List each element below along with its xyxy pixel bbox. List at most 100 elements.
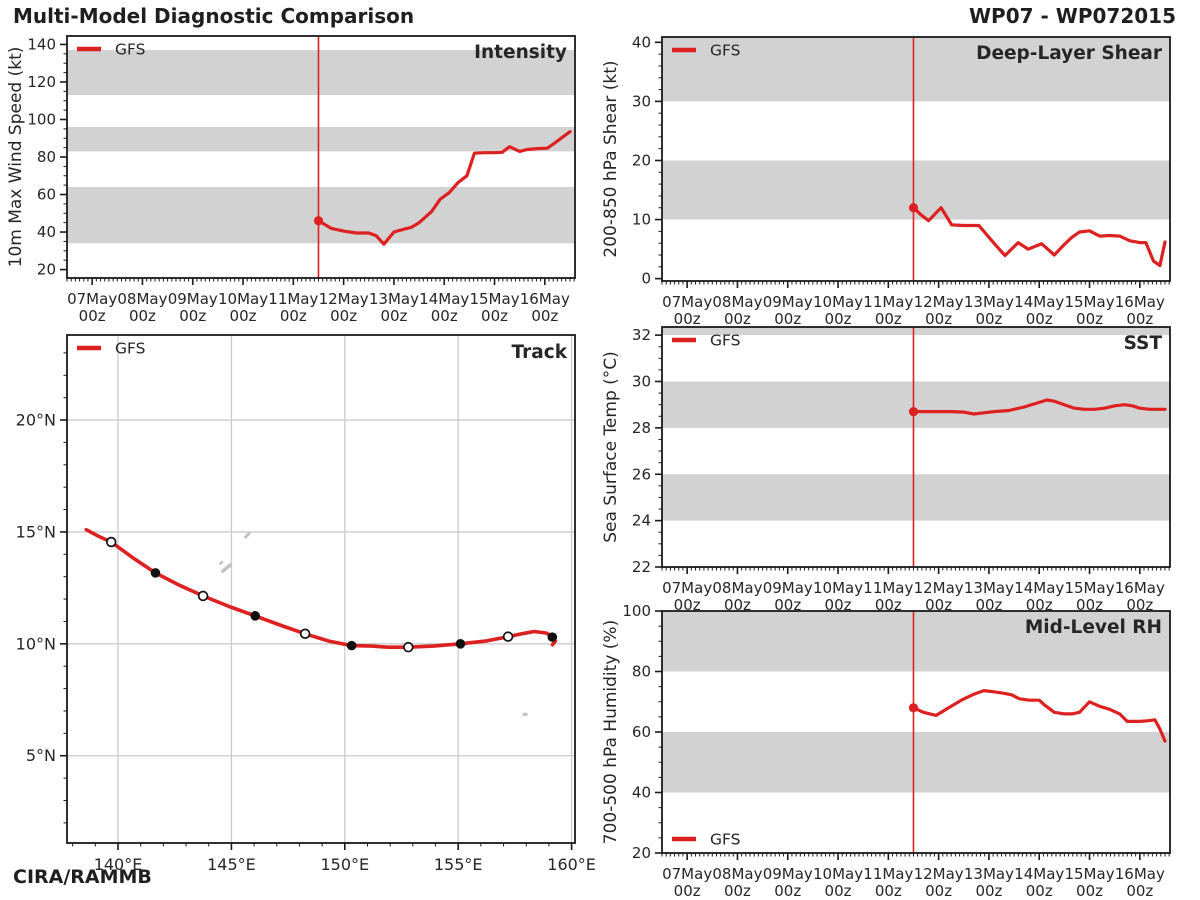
- sst-xtick-sublabel: 00z: [674, 596, 701, 614]
- rh-xtick-sublabel: 00z: [825, 882, 852, 900]
- sst-ytick-label: 26: [632, 465, 651, 483]
- intensity-xtick-sublabel: 00z: [431, 307, 458, 325]
- sst-category-band: [662, 381, 1170, 428]
- intensity-xtick-sublabel: 00z: [481, 307, 508, 325]
- rh-xtick-label: 14May: [1014, 865, 1064, 883]
- intensity-xtick-sublabel: 00z: [280, 307, 307, 325]
- track-gfs-line: [84, 527, 558, 649]
- longitude-label: 145°E: [207, 855, 256, 874]
- sst-xtick-label: 08May: [712, 579, 762, 597]
- rh-ytick-label: 80: [632, 663, 651, 681]
- sst-xtick-sublabel: 00z: [975, 596, 1002, 614]
- intensity-legend: GFS: [77, 40, 146, 58]
- sst-xtick-label: 07May: [662, 579, 712, 597]
- shear-ytick-label: 0: [641, 270, 651, 288]
- sst-category-band: [662, 327, 1170, 336]
- shear-xtick-sublabel: 00z: [774, 310, 801, 328]
- rh-ylabel: 700-500 hPa Humidity (%): [601, 620, 621, 844]
- track-position-marker-open: [197, 590, 209, 602]
- island-landmass: [244, 532, 251, 539]
- track-title: Track: [512, 342, 568, 363]
- rh-xtick-sublabel: 00z: [1126, 882, 1153, 900]
- track-position-marker-filled: [547, 632, 558, 642]
- intensity-xtick-sublabel: 00z: [129, 307, 156, 325]
- shear-xtick-sublabel: 00z: [925, 310, 952, 328]
- intensity-category-band: [67, 50, 575, 96]
- shear-xtick-label: 07May: [662, 293, 712, 311]
- intensity-gfs-line: [316, 130, 572, 246]
- sst-panel: 22242628303207May00z08May00z09May00z10Ma…: [601, 326, 1171, 614]
- legend-label: GFS: [115, 339, 146, 357]
- intensity-xtick-label: 12May: [319, 290, 369, 308]
- longitude-label: 140°E: [94, 855, 143, 874]
- rh-xtick-sublabel: 00z: [875, 882, 902, 900]
- rh-frame: [661, 610, 1171, 854]
- track-frame: [66, 334, 576, 844]
- intensity-xtick-label: 11May: [268, 290, 318, 308]
- sst-legend: GFS: [672, 331, 741, 349]
- sst-xtick-label: 10May: [813, 579, 863, 597]
- rh-xtick-sublabel: 00z: [724, 882, 751, 900]
- shear-xtick-label: 15May: [1064, 293, 1114, 311]
- rh-xtick-sublabel: 00z: [975, 882, 1002, 900]
- intensity-xtick-sublabel: 00z: [79, 307, 106, 325]
- intensity-ytick-label: 80: [37, 148, 56, 166]
- intensity-xtick-sublabel: 00z: [380, 307, 407, 325]
- rh-xtick-sublabel: 00z: [1076, 882, 1103, 900]
- sst-xtick-label: 09May: [763, 579, 813, 597]
- shear-xtick-sublabel: 00z: [1076, 310, 1103, 328]
- shear-ytick-label: 20: [632, 152, 651, 170]
- intensity-xtick-sublabel: 00z: [179, 307, 206, 325]
- shear-frame: [661, 36, 1171, 282]
- shear-xtick-label: 16May: [1115, 293, 1165, 311]
- intensity-xtick-sublabel: 00z: [230, 307, 257, 325]
- shear-xtick-sublabel: 00z: [875, 310, 902, 328]
- sst-xtick-label: 11May: [863, 579, 913, 597]
- shear-legend: GFS: [672, 41, 741, 59]
- legend-label: GFS: [115, 40, 146, 58]
- rh-xtick-label: 16May: [1115, 865, 1165, 883]
- intensity-xtick-label: 10May: [218, 290, 268, 308]
- page-title: Multi-Model Diagnostic Comparison: [13, 4, 415, 28]
- sst-ylabel: Sea Surface Temp (°C): [601, 351, 621, 543]
- sst-xtick-sublabel: 00z: [724, 596, 751, 614]
- intensity-ytick-label: 40: [37, 223, 56, 241]
- latitude-label: 5°N: [26, 746, 56, 765]
- rh-category-band: [662, 732, 1170, 793]
- intensity-xtick-label: 14May: [419, 290, 469, 308]
- sst-xtick-label: 14May: [1014, 579, 1064, 597]
- shear-xtick-sublabel: 00z: [1026, 310, 1053, 328]
- track-position-marker-filled: [250, 611, 261, 621]
- shear-xtick-label: 12May: [914, 293, 964, 311]
- intensity-start-marker: [313, 216, 324, 226]
- rh-xtick-sublabel: 00z: [674, 882, 701, 900]
- sst-xtick-label: 12May: [914, 579, 964, 597]
- intensity-frame: [66, 35, 576, 279]
- intensity-xtick-label: 16May: [520, 290, 570, 308]
- rh-ytick-label: 40: [632, 784, 651, 802]
- rh-ytick-label: 100: [622, 602, 651, 620]
- intensity-ytick-label: 20: [37, 261, 56, 279]
- latitude-label: 20°N: [16, 410, 56, 429]
- rh-ytick-label: 20: [632, 844, 651, 862]
- storm-id: WP07 - WP072015: [969, 4, 1176, 28]
- rh-ytick-label: 60: [632, 723, 651, 741]
- rh-title: Mid-Level RH: [1025, 617, 1162, 638]
- intensity-ytick-label: 60: [37, 186, 56, 204]
- shear-ytick-label: 40: [632, 33, 651, 51]
- sst-title: SST: [1124, 333, 1163, 354]
- shear-gfs-line: [911, 206, 1167, 268]
- shear-xtick-label: 09May: [763, 293, 813, 311]
- shear-ytick-label: 10: [632, 211, 651, 229]
- sst-xtick-sublabel: 00z: [1076, 596, 1103, 614]
- island-landmass: [522, 712, 528, 717]
- legend-label: GFS: [710, 331, 741, 349]
- track-position-marker-open: [403, 641, 414, 653]
- sst-xtick-sublabel: 00z: [825, 596, 852, 614]
- shear-ytick-label: 30: [632, 92, 651, 110]
- shear-xtick-sublabel: 00z: [674, 310, 701, 328]
- shear-xtick-label: 13May: [964, 293, 1014, 311]
- shear-xtick-sublabel: 00z: [975, 310, 1002, 328]
- intensity-ytick-label: 140: [27, 36, 56, 54]
- intensity-ytick-label: 100: [27, 111, 56, 129]
